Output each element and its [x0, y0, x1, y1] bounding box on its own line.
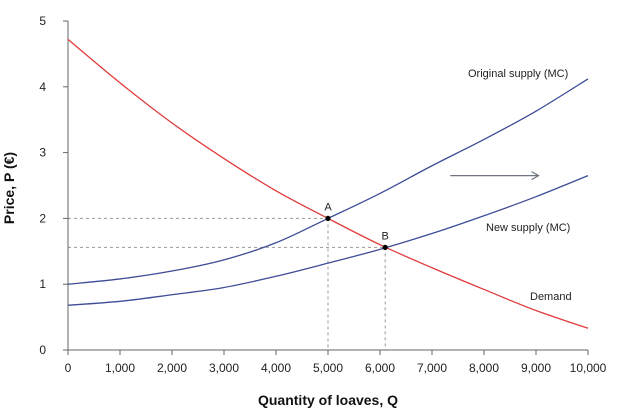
y-tick-label: 1: [39, 277, 46, 291]
x-tick-label: 0: [65, 361, 72, 375]
original-supply-curve: [67, 78, 589, 285]
y-tick-label: 5: [39, 14, 46, 28]
x-tick-label: 3,000: [209, 361, 239, 375]
x-tick-label: 4,000: [261, 361, 291, 375]
series-label-original-supply: Original supply (MC): [468, 68, 568, 80]
x-tick-label: 5,000: [313, 361, 343, 375]
x-tick-label: 9,000: [521, 361, 551, 375]
point-label-A: A: [324, 201, 332, 213]
equilibrium-guides: [68, 217, 386, 350]
y-tick-label: 0: [39, 343, 46, 357]
series-label-new-supply: New supply (MC): [486, 222, 570, 234]
series-label-demand: Demand: [530, 291, 572, 303]
x-axis-title: Quantity of loaves, Q: [258, 392, 398, 408]
shift-arrow-head: [531, 171, 540, 181]
x-tick-label: 1,000: [105, 361, 135, 375]
point-A: [325, 215, 331, 221]
x-tick-label: 7,000: [417, 361, 447, 375]
y-tick-label: 4: [39, 80, 46, 94]
x-tick-label: 8,000: [469, 361, 499, 375]
y-tick-label: 3: [39, 146, 46, 160]
x-tick-label: 2,000: [157, 361, 187, 375]
point-label-B: B: [382, 230, 389, 242]
new-supply-curve: [67, 175, 589, 306]
y-axis-title: Price, P (€): [1, 152, 17, 224]
supply-shift-arrow: [450, 171, 540, 181]
point-B: [382, 244, 388, 250]
equilibrium-points: AB: [324, 201, 389, 250]
y-tick-label: 2: [39, 211, 46, 225]
axes: 0 1,000 2,000 3,000 4,000 5,000 6,000 7,000 8,00…: [39, 14, 606, 375]
x-tick-label: 10,000: [570, 361, 607, 375]
x-tick-label: 6,000: [365, 361, 395, 375]
curve-labels: Original supply (MC) New supply (MC) Dem…: [468, 68, 572, 303]
